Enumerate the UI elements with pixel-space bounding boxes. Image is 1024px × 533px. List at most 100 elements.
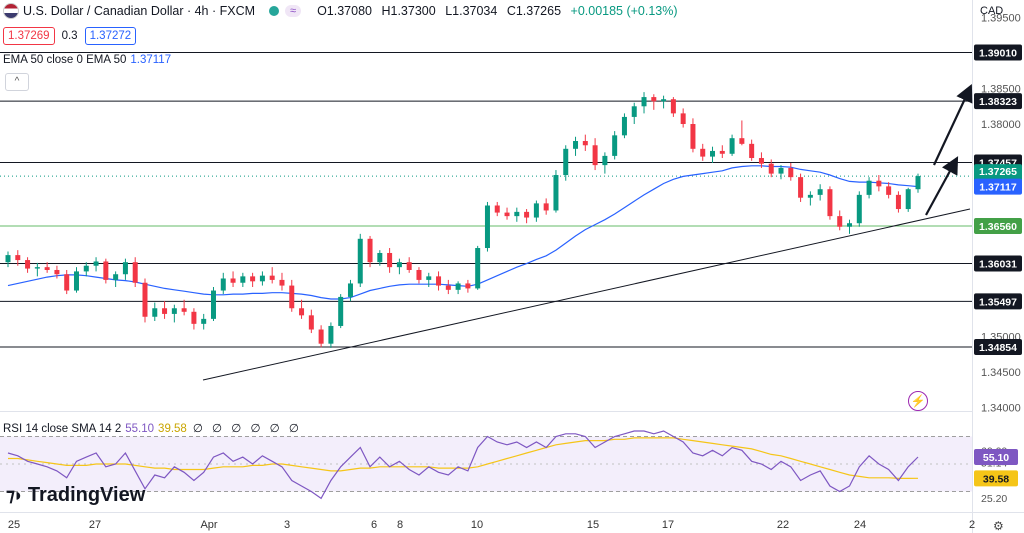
settings-gear-icon[interactable]: ⚙ (993, 519, 1004, 533)
candle-body (83, 265, 89, 272)
lightning-icon[interactable]: ⚡ (908, 391, 928, 411)
candle-body (220, 278, 226, 291)
candle-body (758, 158, 764, 164)
ohlc-low: L1.37034 (445, 4, 498, 18)
market-open-icon (269, 6, 280, 16)
ema-price-label: 1.37117 (979, 182, 1017, 194)
candle-body (563, 148, 569, 176)
level-price-label: 1.38323 (979, 96, 1017, 108)
buy-button[interactable]: 1.37272 (84, 27, 137, 45)
price-tick-label: 1.39500 (981, 13, 1021, 25)
ema-50-line (7, 165, 919, 300)
rsi-sma-value-label: 39.58 (983, 473, 1009, 485)
time-tick-label: 27 (89, 519, 101, 531)
trendline (202, 208, 971, 381)
rsi-legend-label: RSI 14 close SMA 14 2 (3, 423, 122, 435)
level-price-label-bg (974, 338, 1022, 355)
candle-body (25, 260, 31, 269)
candle-body (465, 283, 471, 289)
candle-body (250, 276, 256, 282)
candle-body (847, 223, 853, 227)
candle-body (504, 212, 510, 217)
time-tick-label: 24 (854, 519, 866, 531)
candle-body (856, 194, 862, 224)
ema-legend[interactable]: EMA 50 close 0 EMA 50 1.37117 (3, 54, 171, 66)
level-price-label: 1.36031 (979, 259, 1017, 271)
candle-body (788, 167, 794, 178)
rsi-sma-line (8, 437, 919, 479)
candle-body (680, 113, 686, 125)
ohlc-open: O1.37080 (317, 4, 372, 18)
ohlc-values: O1.37080 H1.37300 L1.37034 C1.37265 +0.0… (317, 4, 683, 18)
candle-body (768, 163, 774, 174)
rsi-value-label-bg (974, 448, 1018, 465)
level-price-label: 1.35497 (979, 296, 1017, 308)
candle-body (201, 318, 207, 324)
candle-body (328, 325, 334, 344)
candle-body (347, 283, 353, 297)
candle-body (122, 262, 128, 275)
collapse-legend-button[interactable]: ^ (5, 73, 29, 91)
sell-button[interactable]: 1.37269 (3, 27, 55, 45)
candle-body (44, 267, 50, 270)
candle-body (514, 211, 520, 217)
rsi-value-label: 55.10 (983, 452, 1009, 464)
candle-body (318, 329, 324, 344)
level-price-label: 1.34854 (979, 342, 1017, 354)
candle-body (710, 150, 716, 157)
currency-selector[interactable]: CAD (980, 5, 1004, 17)
rsi-legend[interactable]: RSI 14 close SMA 14 2 55.10 39.58 ∅ ∅ ∅ ∅ ∅… (3, 421, 302, 435)
candle-body (661, 99, 667, 102)
candle-body (807, 194, 813, 198)
rsi-sma-value-label-bg (974, 470, 1018, 487)
candle-body (240, 276, 246, 283)
candle-body (54, 269, 60, 275)
candle-body (817, 189, 823, 195)
ema-legend-label: EMA 50 close 0 EMA 50 (3, 54, 127, 66)
candle-body (191, 311, 197, 324)
candle-body (905, 189, 911, 210)
candle-body (798, 177, 804, 198)
ohlc-high: H1.37300 (381, 4, 436, 18)
tradingview-logo: ⁊◗ TradingView (6, 484, 145, 507)
candle-body (876, 180, 882, 187)
candle-body (592, 145, 598, 166)
candle-body (299, 308, 305, 316)
price-tick-label: 1.34500 (981, 367, 1021, 379)
candle-body (455, 283, 461, 290)
candle-body (621, 116, 627, 136)
candle-body (729, 138, 735, 154)
candle-body (837, 216, 843, 227)
time-tick-label: 22 (777, 519, 789, 531)
candle-body (113, 274, 119, 280)
candle-body (553, 175, 559, 211)
candle-body (475, 248, 481, 289)
candle-body (533, 203, 539, 218)
candle-body (377, 252, 383, 263)
symbol-title[interactable]: U.S. Dollar / Canadian Dollar · 4h · FXC… (23, 4, 256, 18)
candle-body (749, 143, 755, 159)
level-price-label-bg (974, 93, 1022, 110)
candle-body (651, 97, 657, 102)
candle-body (152, 308, 158, 317)
candle-body (338, 296, 344, 326)
ema-legend-value: 1.37117 (130, 54, 172, 66)
candle-body (64, 274, 70, 291)
candle-body (494, 205, 500, 213)
price-tick-label: 1.34000 (981, 402, 1021, 414)
rsi-line (7, 430, 919, 500)
time-tick-label: Apr (200, 519, 217, 531)
time-tick-label: 17 (662, 519, 674, 531)
candle-body (230, 278, 236, 283)
candle-body (866, 180, 872, 195)
candle-body (436, 276, 442, 286)
rsi-tick-label: 25.20 (981, 493, 1007, 505)
candle-body (886, 186, 892, 195)
candle-body (15, 255, 21, 261)
market-status-pill[interactable]: ≈ (285, 5, 302, 17)
candle-body (289, 285, 295, 309)
candle-body (181, 308, 187, 312)
candle-body (162, 308, 168, 314)
drawn-arrow (933, 84, 973, 166)
